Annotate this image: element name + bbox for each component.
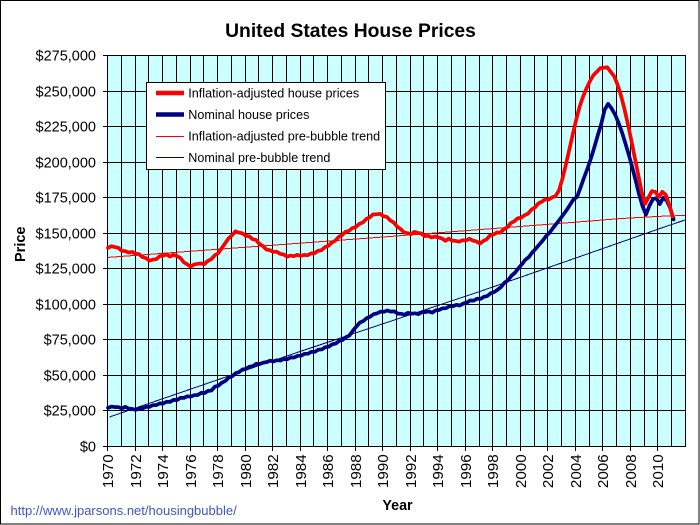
svg-text:Year: Year (382, 498, 413, 514)
svg-text:1978: 1978 (210, 454, 227, 488)
svg-text:1996: 1996 (458, 454, 475, 488)
svg-text:$150,000: $150,000 (36, 227, 96, 243)
svg-text:Price: Price (13, 227, 29, 262)
svg-text:2006: 2006 (595, 454, 612, 488)
svg-text:2002: 2002 (540, 454, 557, 488)
svg-text:1970: 1970 (100, 454, 117, 488)
svg-text:$25,000: $25,000 (44, 404, 96, 420)
svg-text:Nominal pre-bubble trend: Nominal pre-bubble trend (188, 151, 330, 165)
svg-text:$250,000: $250,000 (36, 85, 96, 101)
svg-text:1972: 1972 (128, 454, 145, 488)
svg-text:1988: 1988 (348, 454, 365, 488)
svg-text:Inflation-adjusted pre-bubble: Inflation-adjusted pre-bubble trend (188, 130, 380, 144)
svg-text:1980: 1980 (238, 454, 255, 488)
svg-text:1994: 1994 (430, 454, 447, 488)
svg-text:http://www.jparsons.net/housin: http://www.jparsons.net/housingbubble/ (11, 503, 238, 518)
svg-text:$50,000: $50,000 (44, 369, 96, 385)
svg-text:2008: 2008 (623, 454, 640, 488)
svg-text:$225,000: $225,000 (36, 120, 96, 136)
svg-text:1974: 1974 (155, 454, 172, 488)
svg-text:$0: $0 (80, 440, 96, 456)
svg-text:1984: 1984 (293, 454, 310, 488)
svg-text:1998: 1998 (485, 454, 502, 488)
svg-text:$100,000: $100,000 (36, 298, 96, 314)
svg-text:$75,000: $75,000 (44, 333, 96, 349)
svg-text:2010: 2010 (650, 454, 667, 488)
svg-text:$275,000: $275,000 (36, 49, 96, 65)
svg-text:$175,000: $175,000 (36, 191, 96, 207)
svg-text:2004: 2004 (568, 454, 585, 488)
svg-text:United States House Prices: United States House Prices (225, 21, 476, 42)
svg-text:1982: 1982 (265, 454, 282, 488)
svg-text:2000: 2000 (513, 454, 530, 488)
svg-text:Inflation-adjusted house price: Inflation-adjusted house prices (188, 86, 359, 100)
svg-text:$200,000: $200,000 (36, 156, 96, 172)
svg-text:1992: 1992 (403, 454, 420, 488)
svg-text:1990: 1990 (375, 454, 392, 488)
svg-text:1986: 1986 (320, 454, 337, 488)
svg-text:$125,000: $125,000 (36, 262, 96, 278)
svg-text:Nominal house prices: Nominal house prices (188, 108, 309, 122)
svg-text:1976: 1976 (183, 454, 200, 488)
